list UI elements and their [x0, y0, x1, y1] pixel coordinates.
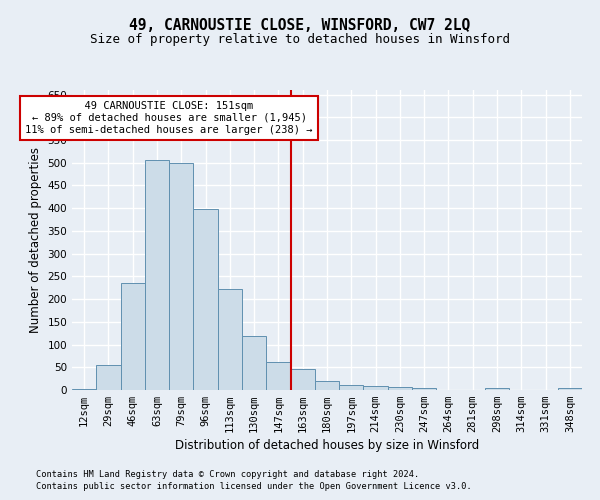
Bar	[72, 388, 96, 390]
Bar	[96, 365, 121, 390]
Y-axis label: Number of detached properties: Number of detached properties	[29, 147, 42, 333]
Bar	[485, 388, 509, 390]
Text: Size of property relative to detached houses in Winsford: Size of property relative to detached ho…	[90, 32, 510, 46]
Bar	[193, 209, 218, 390]
Bar	[290, 369, 315, 390]
Bar	[266, 362, 290, 390]
Bar	[339, 385, 364, 390]
Text: 49 CARNOUSTIE CLOSE: 151sqm  
← 89% of detached houses are smaller (1,945)
11% o: 49 CARNOUSTIE CLOSE: 151sqm ← 89% of det…	[25, 102, 313, 134]
Bar	[364, 386, 388, 390]
Text: Contains public sector information licensed under the Open Government Licence v3: Contains public sector information licen…	[36, 482, 472, 491]
Bar	[558, 388, 582, 390]
Text: 49, CARNOUSTIE CLOSE, WINSFORD, CW7 2LQ: 49, CARNOUSTIE CLOSE, WINSFORD, CW7 2LQ	[130, 18, 470, 32]
Text: Contains HM Land Registry data © Crown copyright and database right 2024.: Contains HM Land Registry data © Crown c…	[36, 470, 419, 479]
Bar	[145, 160, 169, 390]
Bar	[169, 162, 193, 390]
Bar	[242, 336, 266, 390]
Bar	[121, 283, 145, 390]
Bar	[388, 387, 412, 390]
X-axis label: Distribution of detached houses by size in Winsford: Distribution of detached houses by size …	[175, 440, 479, 452]
Bar	[315, 381, 339, 390]
Bar	[218, 289, 242, 390]
Bar	[412, 388, 436, 390]
